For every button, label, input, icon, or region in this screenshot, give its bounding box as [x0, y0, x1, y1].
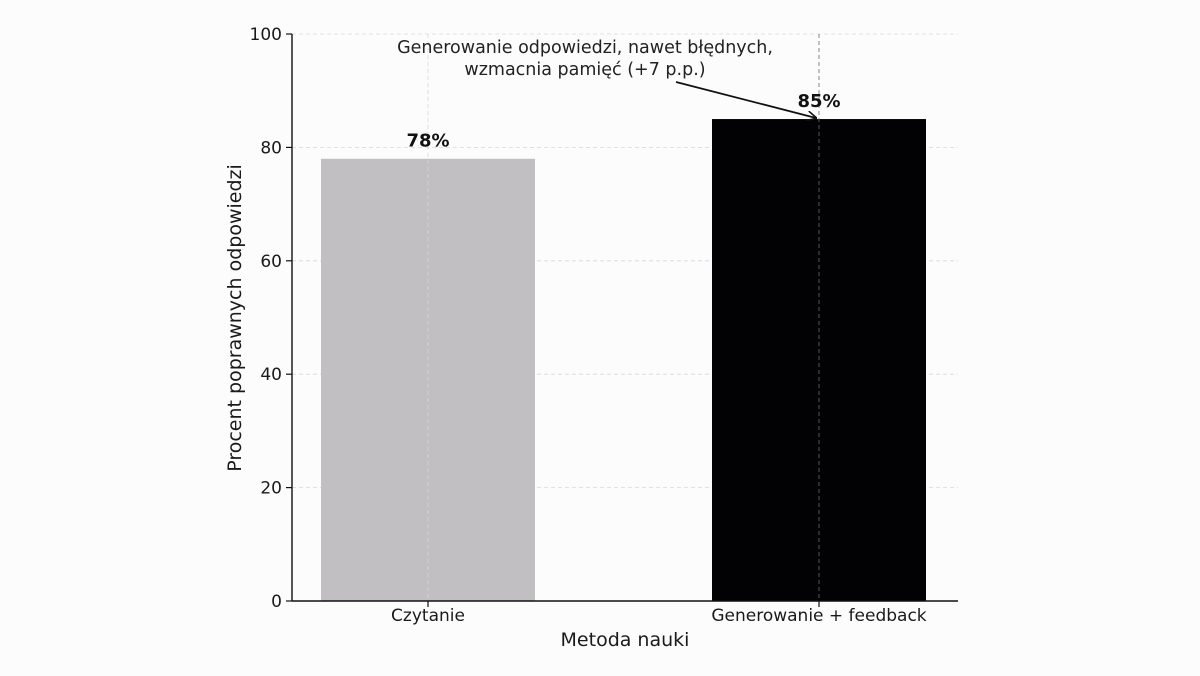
- x-tick-label: Czytanie: [391, 606, 465, 626]
- bar-value-label: 78%: [406, 131, 449, 152]
- annotation-arrow: [675, 81, 816, 118]
- y-tick-label: 60: [260, 252, 282, 272]
- annotation: Generowanie odpowiedzi, nawet błędnych, …: [397, 38, 816, 118]
- y-tick-label: 100: [250, 25, 282, 45]
- y-tick-label: 40: [260, 365, 282, 385]
- bars: [321, 119, 926, 602]
- y-tick-label: 20: [260, 479, 282, 499]
- value-labels: 78% 85%: [406, 91, 840, 152]
- y-ticks: 0 20 40 60 80 100: [250, 25, 292, 612]
- annotation-line-2: wzmacnia pamięć (+7 p.p.): [464, 60, 705, 80]
- x-tick-label: Generowanie + feedback: [711, 606, 926, 626]
- annotation-line-1: Generowanie odpowiedzi, nawet błędnych,: [397, 38, 773, 58]
- y-tick-label: 80: [260, 138, 282, 158]
- axes: [291, 34, 958, 602]
- y-tick-label: 0: [271, 592, 282, 612]
- bar-value-label: 85%: [797, 91, 840, 112]
- vertical-grid-lines: [427, 34, 820, 601]
- y-axis-title: Procent poprawnych odpowiedzi: [224, 164, 246, 472]
- x-axis-title: Metoda nauki: [561, 629, 690, 651]
- x-ticks: Czytanie Generowanie + feedback: [391, 601, 927, 626]
